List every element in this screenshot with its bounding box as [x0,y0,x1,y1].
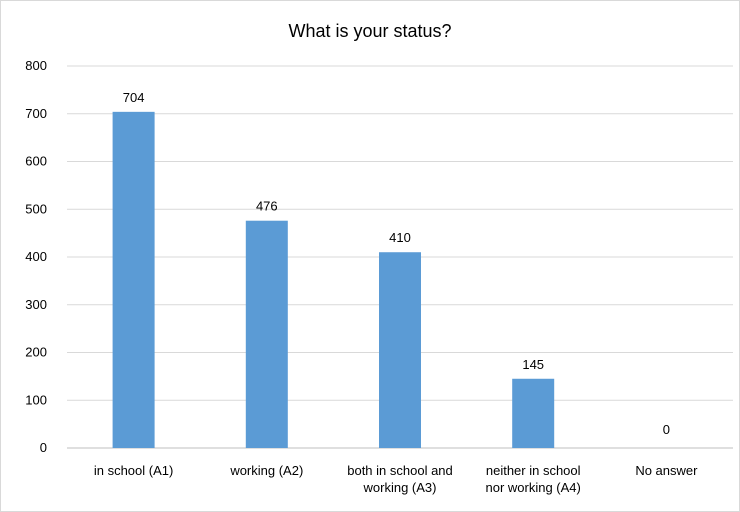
y-tick-label: 300 [25,297,47,312]
y-tick-label: 700 [25,106,47,121]
chart-title: What is your status? [288,21,452,41]
x-tick-label: No answer [635,463,698,478]
data-label: 145 [522,357,544,372]
x-tick-label: neither in school [486,463,581,478]
x-tick-label: in school (A1) [94,463,173,478]
x-tick-label: working (A3) [363,480,437,495]
bar [112,111,155,448]
y-tick-label: 100 [25,392,47,407]
bar [512,378,555,448]
y-tick-label: 800 [25,58,47,73]
y-tick-label: 600 [25,154,47,169]
x-tick-label: both in school and [347,463,453,478]
y-tick-label: 500 [25,201,47,216]
data-label: 0 [663,422,670,437]
y-tick-label: 200 [25,345,47,360]
bar [379,252,421,448]
y-tick-label: 0 [40,440,47,455]
data-label: 410 [389,230,411,245]
y-tick-label: 400 [25,249,47,264]
x-tick-label: working (A2) [229,463,303,478]
data-label: 476 [256,199,278,214]
bar [245,220,288,448]
x-tick-label: nor working (A4) [486,480,581,495]
data-label: 704 [123,90,145,105]
